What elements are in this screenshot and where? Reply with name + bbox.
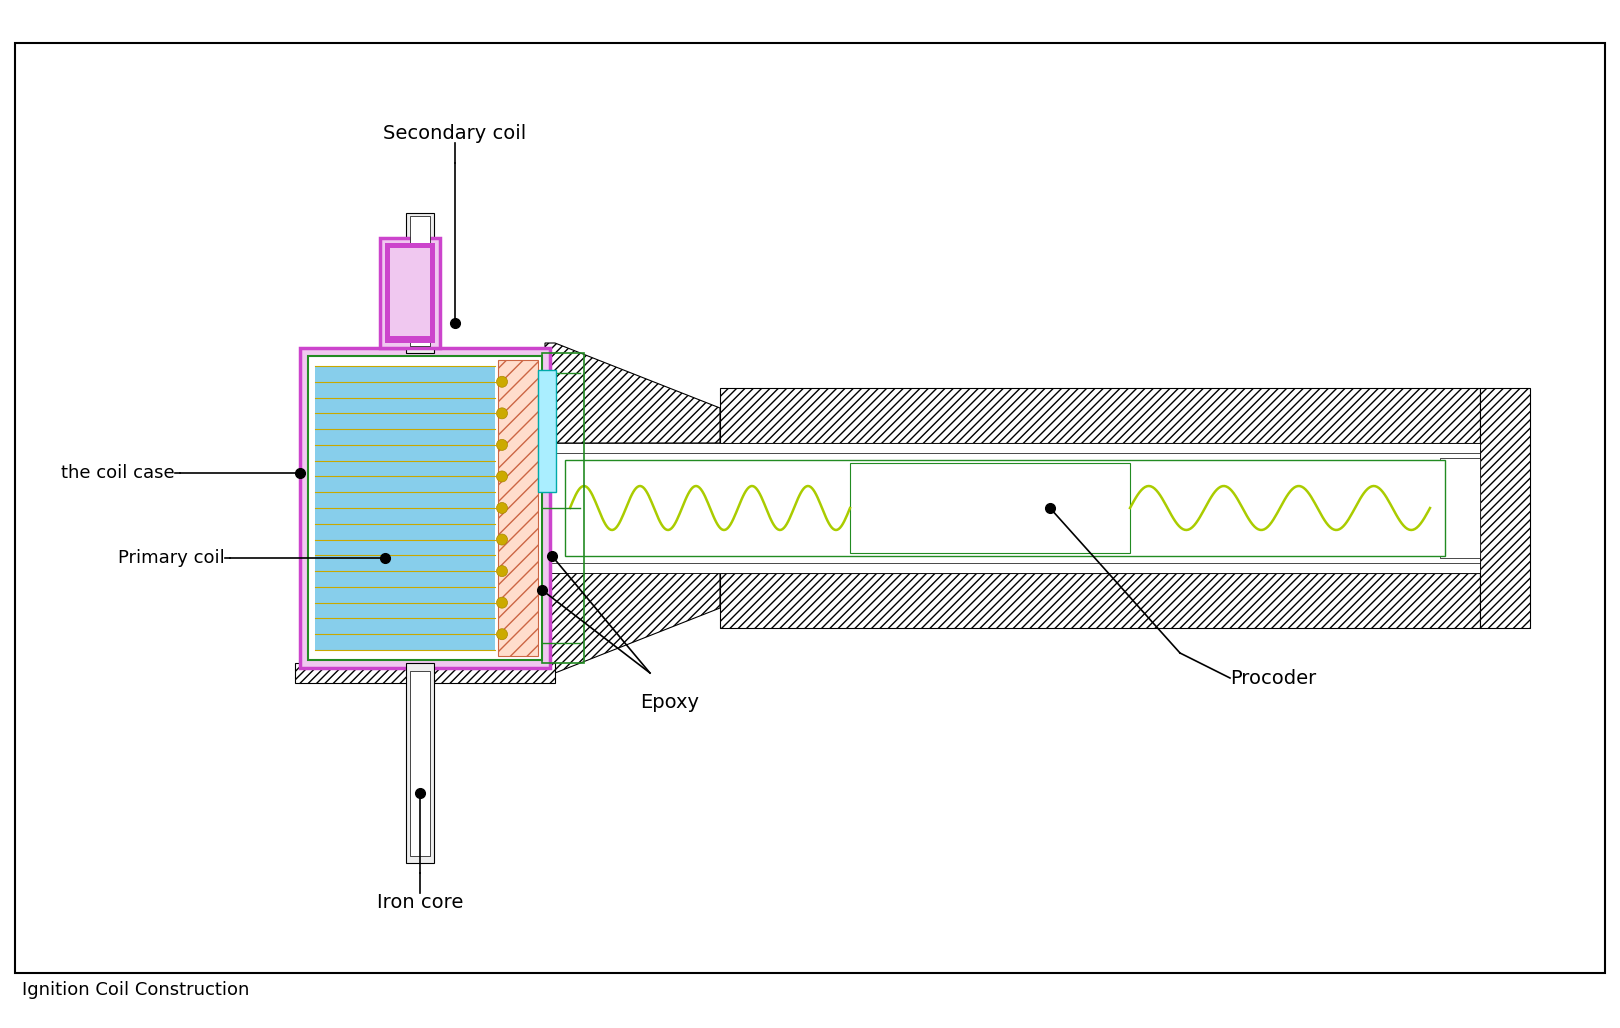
Polygon shape — [544, 343, 719, 443]
Bar — [381, 238, 441, 348]
Text: the coil case: the coil case — [62, 464, 175, 482]
Bar — [314, 366, 496, 650]
Bar — [386, 243, 436, 343]
Text: Iron core: Iron core — [377, 893, 463, 912]
Bar — [497, 360, 538, 656]
Circle shape — [496, 535, 507, 545]
Circle shape — [496, 376, 507, 388]
Text: Primary coil: Primary coil — [118, 549, 225, 567]
Bar — [850, 463, 1131, 553]
Bar — [538, 370, 556, 492]
Bar — [1440, 458, 1481, 558]
Circle shape — [496, 629, 507, 639]
Bar — [407, 213, 434, 353]
Circle shape — [496, 439, 507, 450]
Bar — [407, 663, 434, 862]
Bar — [543, 353, 583, 663]
Bar — [410, 216, 429, 346]
Bar — [565, 460, 1445, 556]
Bar — [308, 356, 543, 660]
Bar — [300, 348, 551, 668]
Text: Epoxy: Epoxy — [640, 693, 700, 712]
Bar — [551, 443, 1481, 573]
Circle shape — [496, 408, 507, 418]
Bar — [719, 573, 1481, 628]
Text: Procoder: Procoder — [1230, 668, 1315, 688]
Bar — [390, 248, 429, 336]
Polygon shape — [544, 573, 719, 673]
Circle shape — [496, 471, 507, 482]
Bar — [719, 388, 1481, 443]
Text: Secondary coil: Secondary coil — [384, 124, 526, 143]
Text: Ignition Coil Construction: Ignition Coil Construction — [23, 981, 249, 999]
Bar — [410, 671, 429, 856]
Circle shape — [496, 565, 507, 577]
Circle shape — [496, 503, 507, 514]
Bar — [1481, 388, 1529, 628]
Circle shape — [496, 597, 507, 609]
Bar — [295, 663, 556, 683]
